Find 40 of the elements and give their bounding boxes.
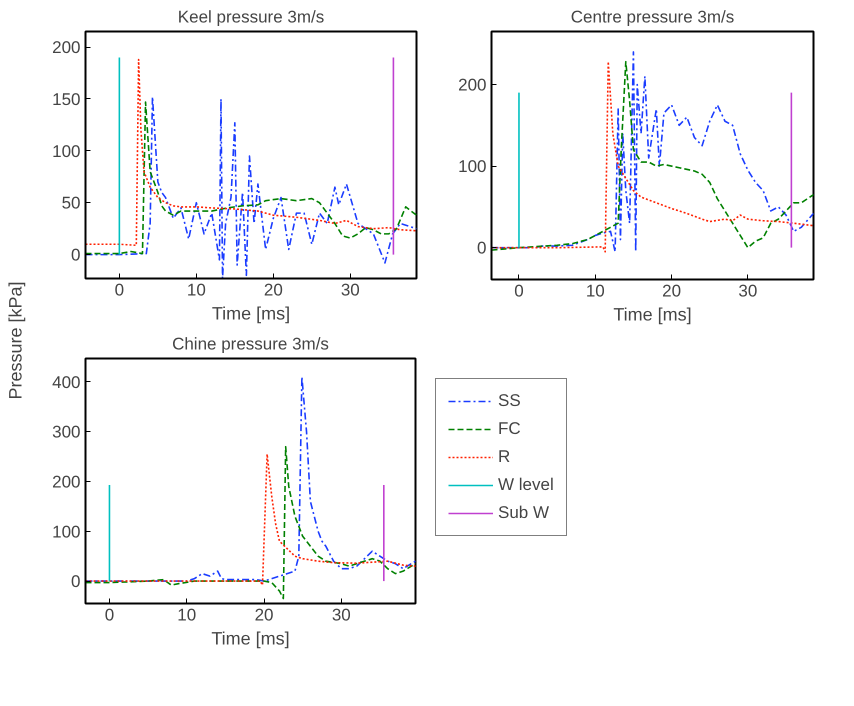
- x-tick-label: 20: [254, 606, 274, 624]
- legend-label: R: [498, 447, 512, 467]
- chart-title: Centre pressure 3m/s: [570, 8, 734, 26]
- y-tick-label: 0: [71, 246, 81, 265]
- x-tick-label: 20: [662, 282, 682, 300]
- x-tick-label: 30: [738, 282, 758, 300]
- x-axis-title: Time [ms]: [212, 304, 290, 324]
- y-tick-label: 0: [477, 238, 487, 258]
- chart-title: Keel pressure 3m/s: [178, 8, 324, 26]
- legend-label: W level: [498, 475, 554, 495]
- y-tick-label: 100: [458, 157, 487, 176]
- x-tick-label: 10: [586, 282, 605, 300]
- y-tick-label: 100: [52, 142, 81, 161]
- x-tick-label: 10: [186, 280, 206, 300]
- legend-label: SS: [498, 391, 521, 411]
- line-series: [86, 101, 416, 254]
- line-series: [86, 376, 416, 582]
- x-tick-label: 30: [340, 280, 360, 300]
- y-tick-label: 150: [52, 90, 81, 109]
- x-tick-label: 0: [514, 282, 524, 300]
- y-tick-label: 100: [52, 522, 81, 542]
- y-tick-label: 0: [71, 572, 81, 592]
- legend-label: Sub W: [498, 503, 550, 523]
- y-axis-title: Pressure [kPa]: [6, 281, 26, 400]
- y-tick-label: 300: [52, 422, 81, 442]
- x-tick-label: 20: [264, 280, 283, 300]
- y-tick-label: 200: [52, 38, 81, 58]
- y-tick-label: 200: [52, 472, 81, 492]
- x-axis-title: Time [ms]: [211, 628, 290, 648]
- legend-label: FC: [498, 419, 521, 439]
- y-tick-label: 200: [458, 76, 487, 95]
- x-tick-label: 0: [104, 606, 114, 624]
- x-tick-label: 30: [332, 606, 351, 624]
- x-axis-title: Time [ms]: [613, 304, 692, 324]
- y-tick-label: 50: [62, 194, 81, 213]
- x-tick-label: 0: [114, 280, 124, 300]
- chart-title: Chine pressure 3m/s: [172, 334, 329, 354]
- y-tick-label: 400: [52, 372, 81, 392]
- x-tick-label: 10: [177, 606, 196, 624]
- line-series: [86, 58, 416, 246]
